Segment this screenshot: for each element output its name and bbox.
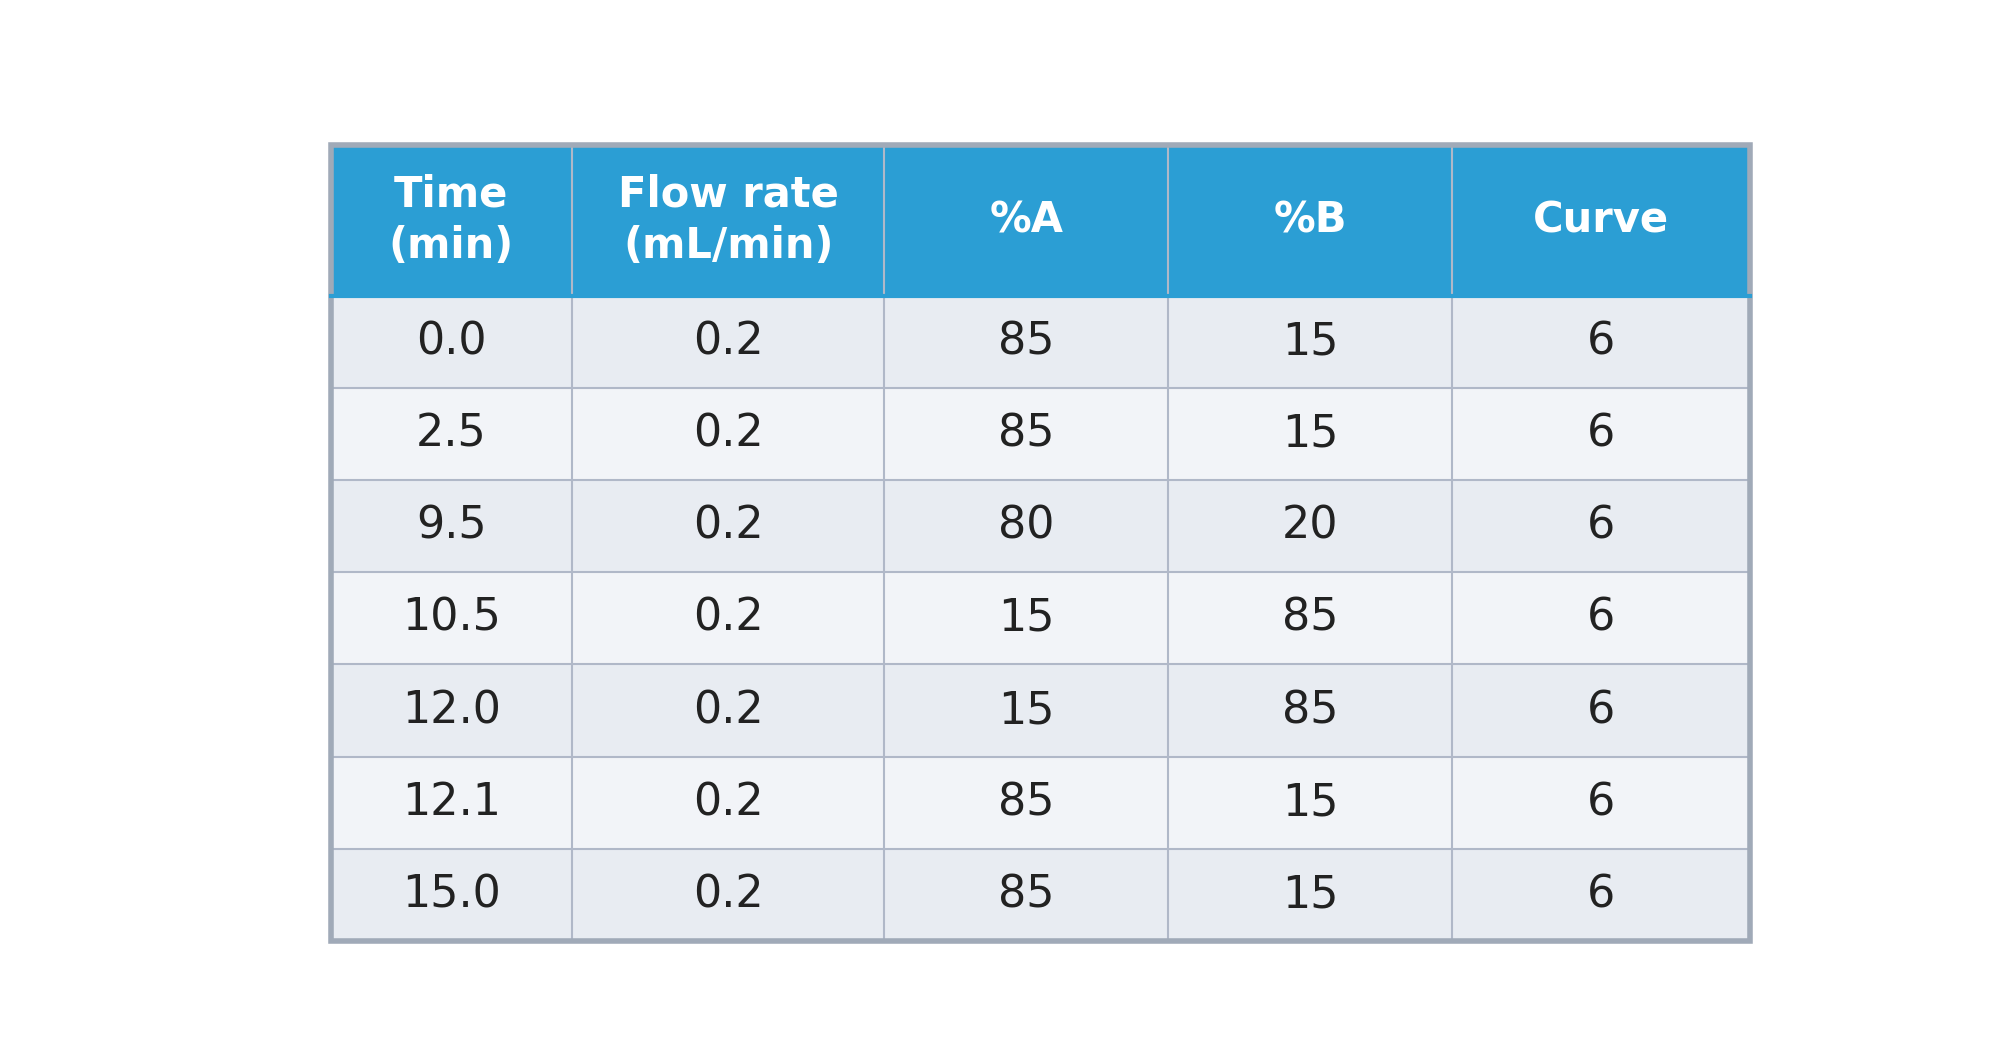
- Text: 6: 6: [1588, 413, 1616, 455]
- Text: 85: 85: [998, 782, 1054, 824]
- Bar: [1452, 664, 1750, 756]
- Bar: [572, 295, 884, 388]
- Text: 85: 85: [998, 413, 1054, 455]
- Text: 0.2: 0.2: [692, 505, 764, 548]
- Bar: [1168, 848, 1452, 940]
- Bar: [884, 572, 1168, 664]
- Bar: [884, 848, 1168, 940]
- Text: 0.2: 0.2: [692, 689, 764, 732]
- Bar: [572, 664, 884, 756]
- Text: 6: 6: [1588, 321, 1616, 363]
- Bar: [572, 572, 884, 664]
- Bar: [1452, 295, 1750, 388]
- Text: Time
(min): Time (min): [388, 174, 514, 267]
- Text: 0.2: 0.2: [692, 782, 764, 824]
- Text: 0.2: 0.2: [692, 597, 764, 640]
- Text: 15: 15: [1282, 782, 1338, 824]
- Text: 15: 15: [998, 597, 1054, 640]
- Bar: [884, 664, 1168, 756]
- Text: Flow rate
(mL/min): Flow rate (mL/min): [618, 174, 838, 267]
- Bar: [330, 572, 572, 664]
- Text: %B: %B: [1274, 199, 1348, 241]
- Text: 0.0: 0.0: [416, 321, 486, 363]
- Bar: [1168, 145, 1452, 295]
- Text: 0.2: 0.2: [692, 874, 764, 916]
- Text: 85: 85: [1282, 597, 1338, 640]
- Text: 0.2: 0.2: [692, 321, 764, 363]
- Bar: [884, 480, 1168, 572]
- Text: 80: 80: [998, 505, 1054, 548]
- Bar: [1168, 388, 1452, 480]
- Text: 9.5: 9.5: [416, 505, 486, 548]
- Text: 6: 6: [1588, 874, 1616, 916]
- Text: 12.1: 12.1: [402, 782, 500, 824]
- Text: 12.0: 12.0: [402, 689, 500, 732]
- Bar: [1452, 145, 1750, 295]
- Text: 6: 6: [1588, 689, 1616, 732]
- Text: 6: 6: [1588, 505, 1616, 548]
- Bar: [1168, 664, 1452, 756]
- Text: 15: 15: [1282, 874, 1338, 916]
- Bar: [884, 295, 1168, 388]
- Bar: [572, 145, 884, 295]
- Text: 0.2: 0.2: [692, 413, 764, 455]
- Bar: [1452, 388, 1750, 480]
- Text: %A: %A: [990, 199, 1064, 241]
- Bar: [1168, 756, 1452, 848]
- Text: 15: 15: [1282, 321, 1338, 363]
- Text: 6: 6: [1588, 782, 1616, 824]
- Bar: [330, 388, 572, 480]
- Bar: [572, 388, 884, 480]
- Text: 10.5: 10.5: [402, 597, 500, 640]
- Bar: [884, 756, 1168, 848]
- Bar: [330, 756, 572, 848]
- Bar: [330, 145, 572, 295]
- Text: Curve: Curve: [1534, 199, 1670, 241]
- Bar: [330, 664, 572, 756]
- Bar: [1168, 572, 1452, 664]
- Text: 15: 15: [1282, 413, 1338, 455]
- Text: 85: 85: [998, 874, 1054, 916]
- Text: 15: 15: [998, 689, 1054, 732]
- Bar: [572, 848, 884, 940]
- Bar: [572, 756, 884, 848]
- Text: 6: 6: [1588, 597, 1616, 640]
- Bar: [1452, 480, 1750, 572]
- Bar: [884, 388, 1168, 480]
- Text: 2.5: 2.5: [416, 413, 486, 455]
- Bar: [1452, 848, 1750, 940]
- Bar: [330, 480, 572, 572]
- Text: 15.0: 15.0: [402, 874, 500, 916]
- Bar: [1452, 572, 1750, 664]
- Text: 85: 85: [1282, 689, 1338, 732]
- Bar: [572, 480, 884, 572]
- Text: 85: 85: [998, 321, 1054, 363]
- Bar: [884, 145, 1168, 295]
- Bar: [1168, 480, 1452, 572]
- Bar: [1452, 756, 1750, 848]
- Bar: [1168, 295, 1452, 388]
- Bar: [330, 295, 572, 388]
- Text: 20: 20: [1282, 505, 1338, 548]
- Bar: [330, 848, 572, 940]
